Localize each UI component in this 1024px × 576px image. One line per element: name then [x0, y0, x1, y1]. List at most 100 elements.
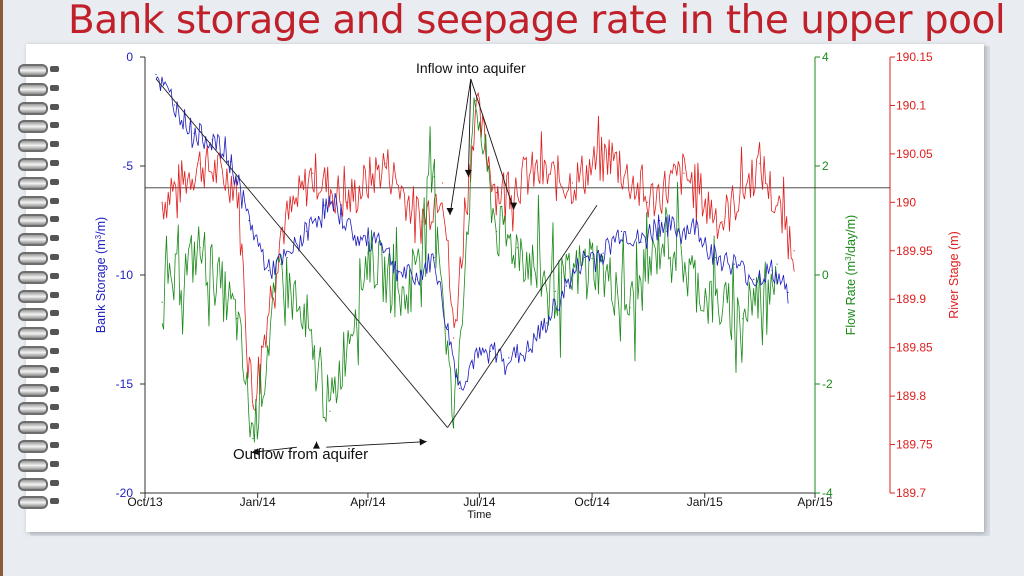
x-tick-label: Jul/14 [463, 495, 495, 509]
stage-tick-label: 190.15 [896, 50, 933, 64]
outflow-arrow [251, 446, 297, 453]
bank-storage-series-point [378, 235, 380, 237]
bank-storage-series-point [508, 357, 510, 359]
binding-ring [8, 438, 64, 453]
x-tick-label: Oct/14 [574, 495, 610, 509]
stage-tick-label: 190.05 [896, 147, 933, 161]
binding-ring [8, 156, 64, 171]
stage-tick-label: 189.9 [896, 292, 926, 306]
stage-tick-label: 189.8 [896, 389, 926, 403]
inflow-arrowhead [446, 208, 454, 216]
flow-tick-label: -2 [822, 377, 833, 391]
bank-storage-series-point [489, 350, 492, 352]
stage-tick-label: 189.7 [896, 486, 926, 500]
flow-rate-series-point [404, 301, 406, 303]
inflow-arrowhead [464, 169, 472, 177]
bank-storage-series-point [620, 230, 623, 232]
bank-storage-series-point [565, 285, 567, 287]
slide-left-edge [0, 0, 3, 576]
bank-storage-series-point [546, 322, 548, 324]
bank-storage-series [155, 76, 789, 391]
bank-storage-series-point [602, 252, 604, 254]
flow-rate-series-point [161, 301, 163, 303]
bank-storage-series-point [471, 361, 473, 363]
river-stage-series [161, 91, 795, 412]
inflow-arrow [467, 78, 472, 177]
river-stage-series-point [252, 405, 254, 407]
slide-title: Bank storage and seepage rate in the upp… [68, 0, 1006, 43]
x-axis-title: Time [467, 509, 491, 521]
river-stage-series-point [608, 153, 610, 155]
bank-storage-series-point [527, 350, 529, 352]
outflow-arrowhead [419, 438, 427, 446]
binding-ring [8, 194, 64, 209]
flow-rate-series-point [591, 258, 593, 260]
inflow-arrow [470, 78, 515, 210]
flow-rate-series-point [199, 247, 201, 249]
bank-storage-series-point [787, 291, 789, 294]
stage-tick-label: 189.95 [896, 244, 933, 258]
river-stage-series-point [721, 221, 723, 223]
flow-rate-series-point [554, 290, 556, 292]
bank-storage-series-point [658, 219, 661, 222]
river-stage-series-point [346, 201, 348, 203]
river-stage-series-point [759, 162, 761, 165]
river-stage-series-point [646, 201, 648, 203]
bank-storage-series-point [459, 387, 461, 389]
bank-storage-series-point [173, 104, 175, 106]
outflow-arrow [326, 441, 427, 448]
river-stage-series-point [199, 162, 201, 165]
flow-tick-label: 0 [822, 268, 829, 282]
binding-ring [8, 250, 64, 265]
flow-rate-series [161, 97, 778, 443]
binding-ring [8, 476, 64, 491]
binding-ring [8, 62, 64, 77]
bank-storage-series-point [771, 270, 773, 272]
binding-ring [8, 175, 64, 190]
bank-storage-series-point [584, 256, 586, 259]
x-tick-label: Apr/14 [350, 495, 386, 509]
bank-storage-series-point [695, 226, 697, 228]
outflow-annotation-label: Outflow from aquifer [233, 446, 368, 463]
storage-trend-line [155, 78, 448, 428]
river-stage-series-point [384, 162, 386, 165]
flow-rate-series-point [495, 230, 498, 232]
flow-rate-series-point [367, 252, 369, 254]
binding-ring [8, 344, 64, 359]
river-stage-series-point [533, 172, 536, 174]
x-tick-label: Jan/15 [687, 495, 723, 509]
binding-ring [8, 137, 64, 153]
flow-rate-series-point [312, 356, 314, 358]
left-tick-label: -15 [116, 377, 134, 391]
river-stage-series-point [793, 250, 795, 252]
river-stage-series-point [453, 337, 455, 339]
bank-storage-series-point [640, 241, 642, 243]
flow-rate-series-point [704, 296, 706, 298]
bank-storage-series-point [230, 161, 232, 163]
bank-storage-series-point [396, 270, 398, 272]
stage-tick-label: 190 [896, 195, 916, 209]
river-stage-series-point [280, 230, 282, 232]
bank-storage-series-point [677, 230, 679, 232]
stage-tick-label: 189.75 [896, 438, 933, 452]
river-stage-series-point [161, 201, 163, 203]
x-tick-label: Jan/14 [240, 495, 276, 509]
left-tick-label: -10 [116, 268, 134, 282]
bank-storage-series-point [306, 230, 308, 232]
flow-rate-series-point [629, 307, 631, 309]
outflow-arrowhead [312, 441, 320, 449]
bank-storage-series-point [324, 204, 326, 206]
river-stage-series-point [571, 182, 574, 184]
bank-storage-series-point [211, 139, 213, 141]
bank-storage-series-point [248, 219, 250, 222]
bank-storage-series-point [733, 263, 735, 265]
flow-rate-series-point [329, 410, 331, 412]
bank-storage-series-point [268, 270, 270, 272]
flow-tick-label: 2 [822, 159, 829, 173]
binding-ring [8, 494, 64, 510]
bank-storage-series-point [286, 256, 288, 259]
x-tick-label: Apr/15 [797, 495, 833, 509]
binding-ring [8, 212, 64, 228]
bank-storage-series-point [715, 256, 717, 259]
